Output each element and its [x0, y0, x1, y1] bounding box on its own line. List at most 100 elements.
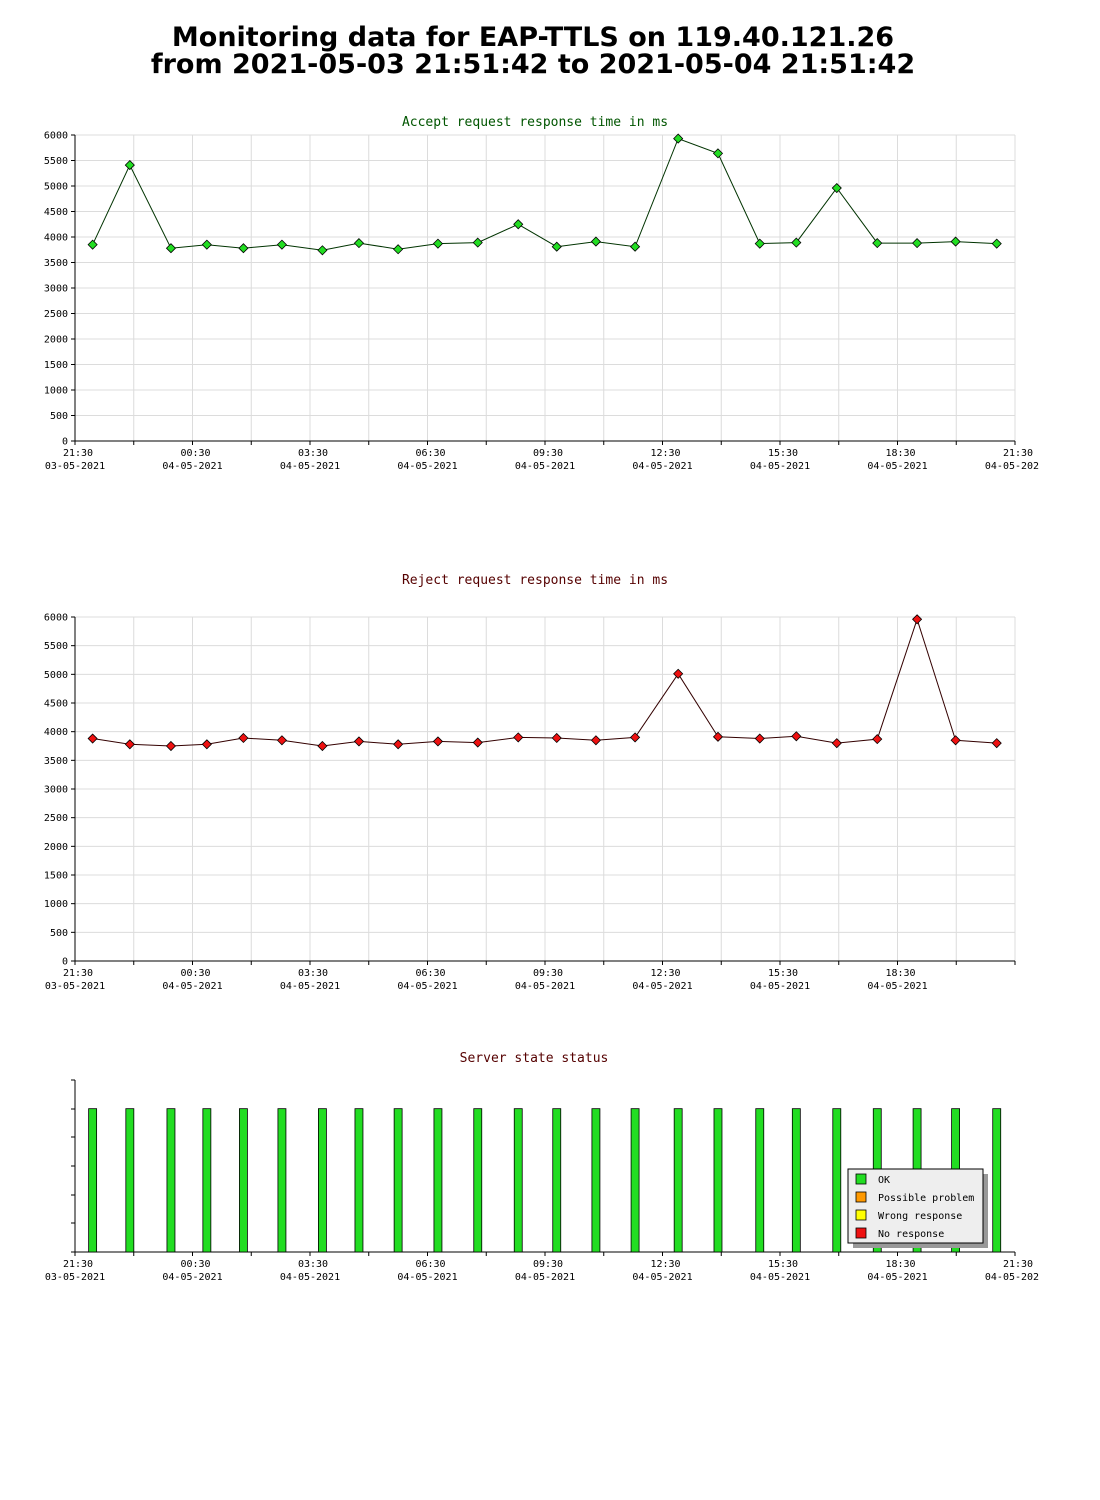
x-tick-date-label: 04-05-2021: [985, 461, 1040, 472]
x-tick-time-label: 21:30: [63, 448, 93, 459]
data-point: [124, 739, 135, 750]
state-bar: [713, 1108, 723, 1253]
x-tick-date-label: 04-05-2021: [750, 1272, 810, 1283]
legend-label: Wrong response: [878, 1211, 962, 1222]
data-point: [165, 740, 177, 752]
data-point: [432, 736, 444, 747]
data-point: [831, 182, 842, 194]
y-tick-label: 4500: [44, 699, 68, 710]
data-point: [551, 732, 562, 744]
x-tick-time-label: 06:30: [415, 448, 445, 459]
x-tick-date-label: 04-05-2021: [162, 981, 222, 992]
data-point: [673, 133, 684, 144]
y-tick-label: 2000: [44, 842, 68, 853]
x-tick-date-label: 04-05-2021: [750, 981, 810, 992]
state-bar: [473, 1108, 483, 1253]
data-point: [551, 241, 562, 252]
x-tick-date-label: 04-05-2021: [985, 1272, 1040, 1283]
y-tick-label: 5000: [44, 670, 68, 681]
x-tick-time-label: 21:30: [1003, 448, 1033, 459]
x-tick-time-label: 09:30: [533, 968, 563, 979]
x-tick-time-label: 03:30: [298, 968, 328, 979]
data-point: [991, 738, 1002, 749]
data-point: [513, 732, 524, 743]
x-tick-time-label: 12:30: [650, 1259, 680, 1270]
gridlines: [74, 616, 1016, 962]
x-tick-date-label: 04-05-2021: [397, 1272, 457, 1283]
x-tick-time-label: 15:30: [768, 448, 798, 459]
x-tick-date-label: 04-05-2021: [867, 981, 927, 992]
data-point: [124, 160, 135, 171]
y-tick-label: 500: [50, 928, 68, 939]
data-point: [201, 239, 212, 250]
state-bar: [166, 1108, 176, 1253]
state-bar: [673, 1108, 683, 1253]
series-line: [92, 617, 997, 747]
state-bar: [433, 1108, 443, 1253]
x-tick-date-label: 04-05-2021: [162, 1272, 222, 1283]
data-point: [87, 733, 98, 744]
legend-label: Possible problem: [878, 1193, 974, 1204]
y-tick-label: 6000: [44, 613, 68, 624]
data-point: [513, 219, 524, 230]
state-bar: [354, 1108, 364, 1253]
x-tick-date-label: 04-05-2021: [632, 1272, 692, 1283]
legend-label: OK: [878, 1175, 890, 1186]
data-point: [991, 238, 1002, 249]
x-tick-date-label: 04-05-2021: [632, 981, 692, 992]
state-legend: OK Possible problem Wrong response No respo…: [847, 1168, 988, 1248]
legend-box: [847, 1168, 984, 1244]
x-tick-time-label: 06:30: [415, 968, 445, 979]
data-point: [590, 236, 601, 247]
x-tick-time-label: 21:30: [63, 968, 93, 979]
y-tick-label: 500: [50, 411, 68, 422]
data-point: [353, 238, 365, 249]
y-tick-label: 5000: [44, 182, 68, 193]
state-bar: [791, 1108, 801, 1253]
state-bar: [513, 1108, 523, 1253]
data-point: [317, 740, 328, 752]
y-tick-label: 4000: [44, 233, 68, 244]
data-point: [872, 734, 883, 745]
x-tick-date-label: 03-05-2021: [45, 981, 105, 992]
state-bar: [552, 1108, 562, 1253]
x-tick-date-label: 04-05-2021: [750, 461, 810, 472]
x-tick-time-label: 15:30: [768, 968, 798, 979]
y-tick-label: 3500: [44, 258, 68, 269]
state-bar: [992, 1108, 1002, 1253]
x-tick-date-label: 04-05-2021: [867, 461, 927, 472]
y-tick-label: 5500: [44, 156, 68, 167]
accept-response-time-chart: Accept request response time in ms 0 500 1…: [44, 115, 1040, 472]
data-point: [950, 735, 961, 746]
data-point: [393, 739, 404, 750]
data-point: [432, 238, 444, 249]
y-tick-label: 3000: [44, 785, 68, 796]
y-tick-label: 1000: [44, 386, 68, 397]
data-point: [754, 238, 765, 249]
data-point: [912, 238, 923, 249]
reject-chart-title: Reject request response time in ms: [402, 573, 668, 588]
x-tick-time-label: 21:30: [63, 1259, 93, 1270]
y-tick-label: 3000: [44, 284, 68, 295]
accept-chart-title: Accept request response time in ms: [402, 115, 668, 130]
data-point: [590, 735, 601, 746]
x-tick-time-label: 00:30: [180, 968, 210, 979]
state-bar: [832, 1108, 842, 1253]
data-point: [754, 733, 765, 744]
legend-swatch: [855, 1173, 867, 1185]
y-tick-label: 1500: [44, 360, 68, 371]
state-bar: [591, 1108, 601, 1253]
data-point: [712, 731, 724, 742]
y-tick-label: 2500: [44, 813, 68, 824]
data-point: [791, 731, 802, 742]
series-line: [92, 137, 997, 251]
reject-response-time-chart: Reject request response time in ms 0 500 1…: [44, 573, 1016, 992]
x-tick-time-label: 03:30: [298, 1259, 328, 1270]
state-bar: [277, 1108, 287, 1253]
x-tick-time-label: 00:30: [180, 1259, 210, 1270]
x-tick-time-label: 00:30: [180, 448, 210, 459]
y-tick-label: 6000: [44, 131, 68, 142]
x-tick-date-label: 03-05-2021: [45, 461, 105, 472]
state-bar: [88, 1108, 98, 1253]
data-point: [201, 739, 212, 750]
